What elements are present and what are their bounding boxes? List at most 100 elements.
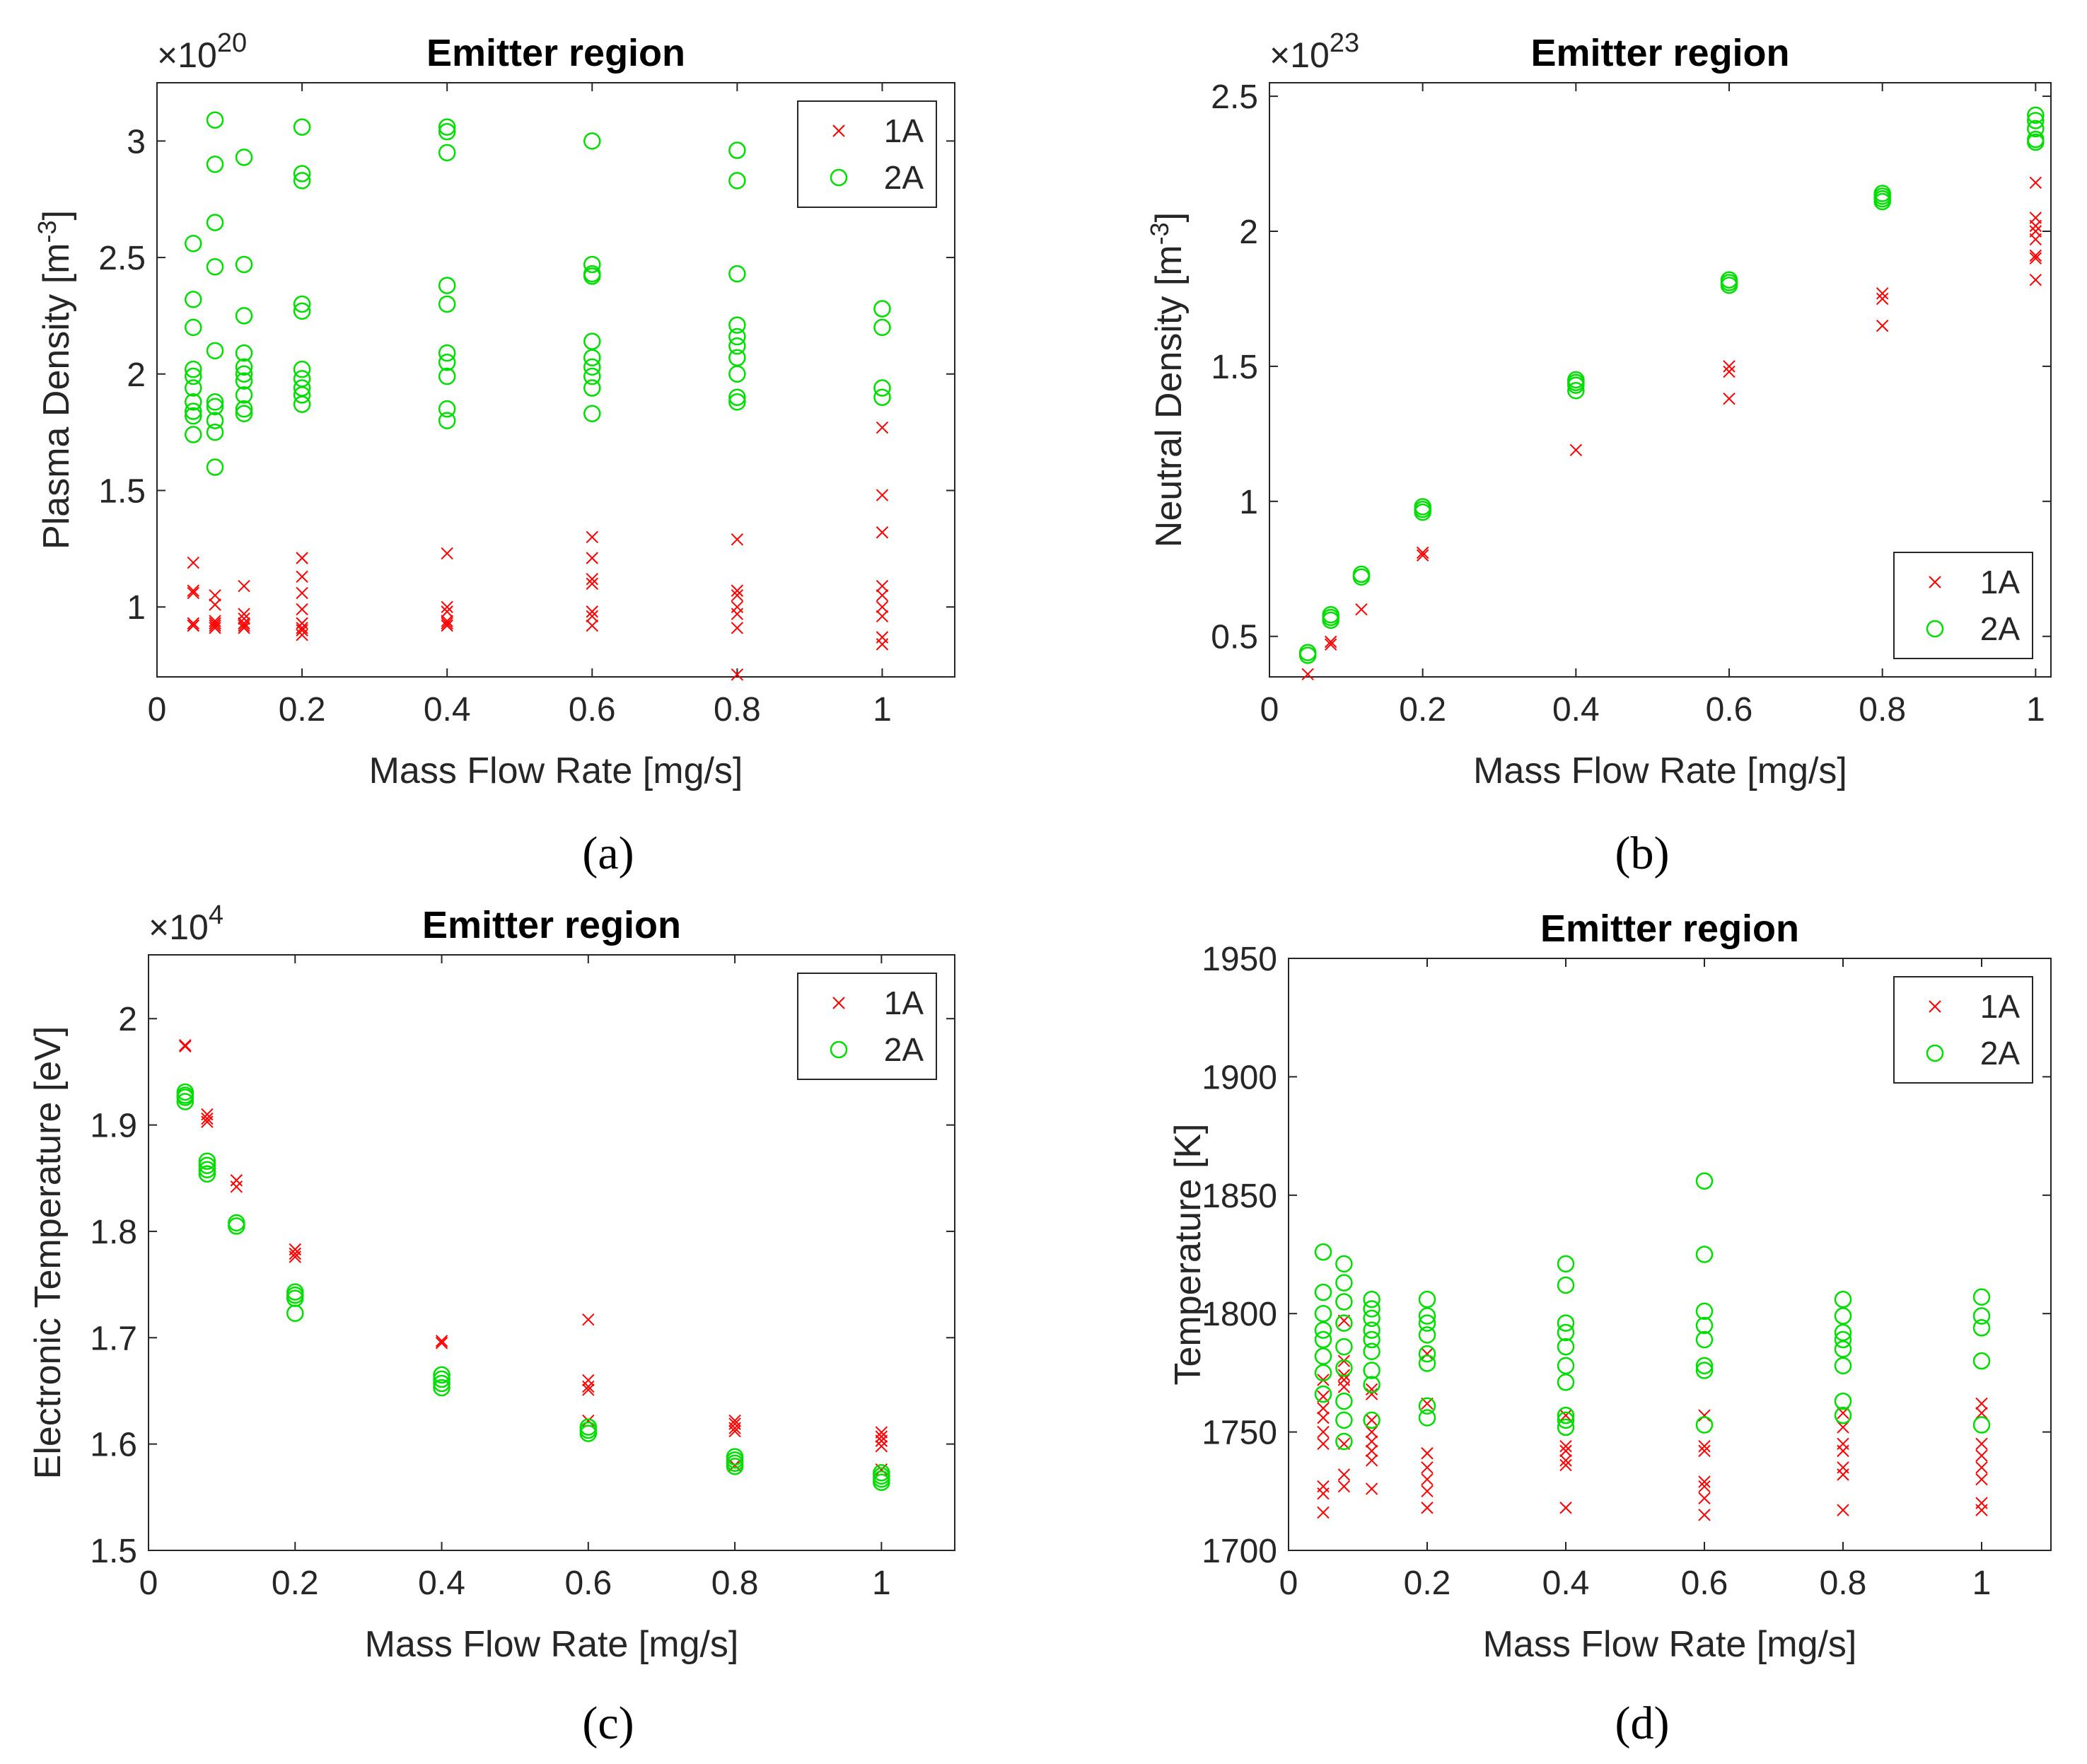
marker-2A-point xyxy=(206,156,224,173)
marker-2A-point xyxy=(185,379,202,397)
legend-box xyxy=(1893,552,2033,659)
marker-1A-point xyxy=(1559,1444,1572,1458)
y-tick-label: 1.5 xyxy=(1211,349,1258,386)
marker-2A-point xyxy=(728,141,746,159)
marker-2A-point xyxy=(583,332,601,350)
marker-1A-point xyxy=(441,547,453,560)
marker-stroke xyxy=(1421,1473,1434,1486)
y-tick-label: 1700 xyxy=(1202,1533,1277,1570)
marker-stroke xyxy=(875,1430,888,1443)
marker-1A-point xyxy=(1975,1397,1988,1410)
marker-2A-point xyxy=(1834,1340,1852,1358)
marker-2A-point xyxy=(1363,1362,1380,1379)
marker-1A-point xyxy=(1698,1444,1711,1458)
marker-1A-point xyxy=(1837,1421,1849,1434)
y-tick-label: 1.6 xyxy=(90,1427,137,1464)
marker-2A-point xyxy=(1298,646,1317,664)
marker-1A-point xyxy=(1317,1506,1330,1519)
marker-1A-point xyxy=(1698,1439,1711,1453)
marker-2A-point xyxy=(1695,1416,1714,1434)
marker-2A-point xyxy=(433,1374,450,1393)
marker-2A-point xyxy=(1695,1172,1714,1190)
marker-2A-point xyxy=(728,388,746,406)
marker-2A-point xyxy=(1695,1302,1714,1321)
marker-1A-point xyxy=(728,1424,741,1438)
marker-stroke xyxy=(1317,1425,1330,1439)
marker-1A-point xyxy=(1975,1461,1988,1474)
marker-1A-point xyxy=(875,1430,888,1443)
marker-2A-point xyxy=(206,398,224,416)
marker-stroke xyxy=(1559,1444,1572,1458)
marker-1A-point xyxy=(731,608,744,620)
y-axis-label-main: Neutral Density [m xyxy=(1149,245,1190,547)
marker-1A-point xyxy=(586,577,598,590)
marker-stroke xyxy=(296,603,308,616)
marker-2A-point xyxy=(286,1304,304,1322)
marker-1A-point xyxy=(238,608,250,620)
chart-title: Emitter region xyxy=(426,32,685,74)
marker-stroke xyxy=(582,1374,595,1387)
marker-2A-point xyxy=(293,118,311,136)
marker-stroke xyxy=(876,638,889,651)
marker-2A-point xyxy=(228,1217,245,1235)
marker-1A-point xyxy=(2029,176,2042,189)
x-tick-label: 1 xyxy=(2026,691,2045,729)
marker-2A-point xyxy=(2027,120,2045,138)
marker-1A-point xyxy=(187,617,199,629)
marker-2A-point xyxy=(1972,1352,1991,1370)
marker-stroke xyxy=(1317,1411,1330,1424)
marker-stroke xyxy=(187,619,199,632)
marker-2A-point xyxy=(185,367,202,385)
marker-stroke xyxy=(1975,1397,1988,1410)
marker-stroke xyxy=(2029,176,2042,189)
marker-2A-point xyxy=(1557,1323,1575,1342)
marker-2A-point xyxy=(728,337,746,355)
marker-stroke xyxy=(1365,1388,1378,1400)
marker-2A-point xyxy=(1363,1342,1380,1361)
chart-title: Emitter region xyxy=(1540,907,1799,950)
marker-2A-point xyxy=(1418,1314,1436,1332)
y-axis-label-superscript: -3 xyxy=(1145,222,1174,245)
marker-1A-point xyxy=(209,619,221,632)
marker-stroke xyxy=(586,605,598,618)
marker-2A-point xyxy=(1557,1276,1575,1294)
y-tick-label: 1800 xyxy=(1202,1296,1277,1333)
caption-d: (d) xyxy=(1615,1698,1670,1749)
marker-2A-point xyxy=(235,400,253,418)
marker-1A-point xyxy=(441,619,453,632)
x-tick-label: 0.6 xyxy=(569,691,616,729)
marker-1A-point xyxy=(876,421,889,434)
marker-1A-point xyxy=(2029,219,2042,233)
marker-2A-point xyxy=(1695,1316,1714,1335)
marker-2A-point xyxy=(206,423,224,441)
marker-2A-point xyxy=(1418,1326,1436,1344)
marker-stroke xyxy=(2029,233,2042,246)
legend-marker-circle xyxy=(1926,1044,1944,1062)
marker-stroke xyxy=(1837,1504,1849,1516)
marker-1A-point xyxy=(875,1439,888,1453)
marker-stroke xyxy=(1365,1444,1378,1458)
marker-stroke xyxy=(876,610,889,623)
axis-exponent-power: 23 xyxy=(1330,28,1359,58)
x-tick-label: 0.6 xyxy=(564,1565,612,1602)
axis-exponent-power: 4 xyxy=(209,900,223,930)
marker-stroke xyxy=(1698,1492,1711,1505)
marker-stroke xyxy=(1337,1381,1351,1393)
marker-1A-point xyxy=(441,615,453,627)
marker-stroke xyxy=(1421,1347,1434,1360)
marker-stroke xyxy=(731,668,744,681)
marker-1A-point xyxy=(2029,252,2042,265)
marker-stroke xyxy=(876,588,889,602)
marker-2A-point xyxy=(873,1473,890,1492)
x-tick-label: 0 xyxy=(1279,1565,1298,1602)
marker-1A-point xyxy=(289,1247,301,1260)
marker-2A-point xyxy=(185,235,202,253)
plot-area-frame xyxy=(1269,82,2052,678)
marker-1A-point xyxy=(1421,1347,1434,1360)
marker-2A-point xyxy=(1418,1290,1436,1309)
marker-2A-point xyxy=(293,370,311,388)
marker-stroke xyxy=(1559,1409,1572,1422)
y-tick-label: 1.9 xyxy=(90,1108,137,1145)
marker-1A-point xyxy=(1559,1454,1572,1467)
marker-1A-point xyxy=(1301,668,1314,680)
